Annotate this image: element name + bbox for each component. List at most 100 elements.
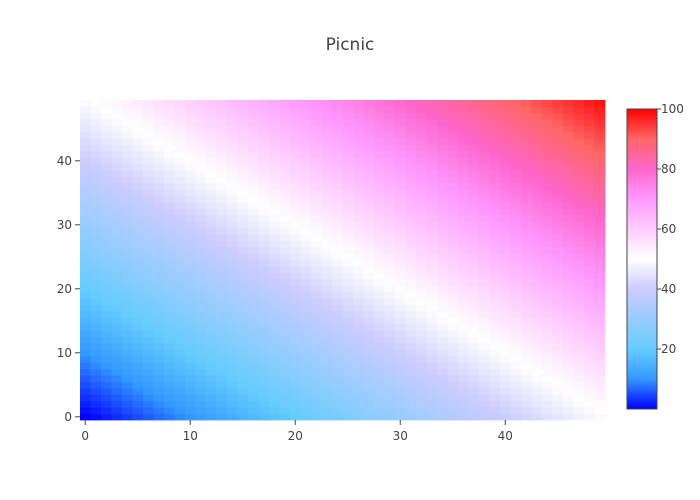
heatmap-cell (500, 144, 511, 152)
heatmap-cell (542, 119, 553, 126)
heatmap-cell (437, 189, 448, 197)
heatmap-cell (332, 285, 343, 293)
heatmap-cell (342, 400, 354, 408)
heatmap-cell (80, 394, 91, 402)
heatmap-cell (174, 125, 186, 133)
heatmap-cell (185, 221, 196, 229)
heatmap-cell (573, 151, 585, 158)
heatmap-cell (111, 400, 123, 408)
heatmap-cell (269, 285, 280, 293)
heatmap-cell (269, 228, 280, 235)
heatmap-cell (542, 144, 553, 152)
heatmap-cell (416, 253, 427, 261)
heatmap-cell (468, 100, 480, 107)
heatmap-cell (363, 215, 375, 222)
heatmap-cell (521, 381, 532, 389)
heatmap-cell (248, 349, 259, 357)
heatmap-cell (426, 228, 438, 235)
heatmap-cell (563, 157, 574, 165)
heatmap-cell (101, 100, 112, 107)
heatmap-cell (164, 400, 175, 408)
heatmap-cell (132, 253, 144, 261)
heatmap-cell (258, 317, 270, 325)
heatmap-cell (153, 394, 165, 402)
heatmap-cell (80, 260, 91, 267)
heatmap-cell (531, 394, 543, 402)
heatmap-cell (395, 196, 406, 203)
heatmap-cell (185, 343, 196, 350)
heatmap-cell (195, 343, 207, 350)
heatmap-cell (90, 266, 102, 274)
heatmap-cell (458, 292, 469, 299)
heatmap-cell (552, 336, 564, 344)
heatmap-cell (353, 324, 364, 331)
heatmap-cell (258, 234, 270, 242)
heatmap-cell (468, 356, 480, 363)
heatmap-cell (468, 125, 480, 133)
heatmap-cell (489, 343, 501, 350)
heatmap-cell (248, 253, 259, 261)
heatmap-cell (521, 253, 532, 261)
heatmap-cell (185, 151, 196, 158)
heatmap-cell (437, 343, 448, 350)
heatmap-cell (174, 311, 186, 318)
heatmap-cell (353, 164, 364, 171)
heatmap-cell (384, 266, 396, 274)
heatmap-cell (80, 228, 91, 235)
heatmap-cell (321, 100, 333, 107)
heatmap-cell (458, 119, 469, 126)
heatmap-cell (258, 362, 270, 370)
heatmap-cell (122, 100, 133, 107)
heatmap-cell (174, 157, 186, 165)
heatmap-cell (374, 292, 385, 299)
heatmap-cell (122, 279, 133, 286)
heatmap-cell (426, 208, 438, 216)
colorbar[interactable] (626, 108, 658, 410)
heatmap-cell (510, 144, 522, 152)
heatmap-cell (237, 343, 249, 350)
heatmap-cell (395, 324, 406, 331)
heatmap-cell (405, 183, 417, 190)
heatmap-cell (573, 292, 585, 299)
heatmap-cell (426, 336, 438, 344)
heatmap-cell (405, 349, 417, 357)
heatmap-cell (290, 189, 301, 197)
heatmap-cell (101, 170, 112, 178)
heatmap-cell (164, 164, 175, 171)
heatmap-cell (132, 272, 144, 280)
heatmap-cell (258, 368, 270, 376)
heatmap-cell (510, 215, 522, 222)
heatmap-cell (248, 272, 259, 280)
heatmap-cell (405, 311, 417, 318)
x-tick-label: 10 (183, 429, 198, 443)
heatmap-cell (510, 324, 522, 331)
heatmap-cell (101, 400, 112, 408)
heatmap-cell (342, 183, 354, 190)
heatmap-cell (153, 170, 165, 178)
heatmap-cell (279, 157, 291, 165)
heatmap-cell (185, 407, 196, 414)
heatmap-cell (206, 183, 217, 190)
heatmap-cell (563, 292, 574, 299)
heatmap-cell (311, 285, 322, 293)
heatmap-cell (132, 183, 144, 190)
heatmap-cell (206, 208, 217, 216)
heatmap-cell (510, 304, 522, 312)
heatmap-cell (426, 202, 438, 210)
heatmap-cell (321, 336, 333, 344)
heatmap-cell (248, 362, 259, 370)
heatmap-cell (101, 196, 112, 203)
heatmap-cell (216, 253, 228, 261)
heatmap-cell (437, 202, 448, 210)
heatmap-cell (479, 183, 490, 190)
heatmap-cell (332, 362, 343, 370)
heatmap-cell (248, 196, 259, 203)
heatmap-cell (437, 157, 448, 165)
heatmap-cell (479, 298, 490, 306)
heatmap-plot-area[interactable] (80, 100, 606, 421)
heatmap-cell (552, 324, 564, 331)
heatmap-cell (227, 285, 238, 293)
heatmap-cell (563, 375, 574, 382)
heatmap-cell (300, 260, 312, 267)
heatmap-cell (510, 119, 522, 126)
